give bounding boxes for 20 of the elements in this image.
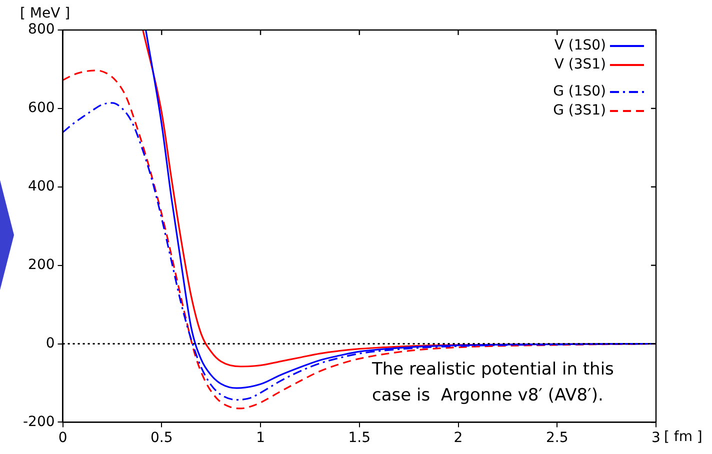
legend-label: V (1S0) [554, 38, 606, 54]
legend-label: G (3S1) [553, 102, 606, 119]
y-tick-label: 0 [46, 335, 55, 352]
x-tick-label: 0.5 [150, 430, 173, 446]
y-tick-label: 600 [28, 100, 55, 116]
y-axis-title: [ MeV ] [20, 6, 70, 22]
x-tick-label: 0 [58, 430, 68, 446]
x-tick-label: 2.5 [546, 430, 568, 446]
legend-label: V (3S1) [554, 56, 606, 73]
y-tick-label: 400 [28, 178, 55, 195]
y-tick-label: -200 [22, 414, 55, 430]
x-tick-label: 2 [454, 430, 463, 446]
annotation: The realistic potential in this case is Argonne v8′ (AV8′). [371, 360, 614, 406]
legend-label: G (1S0) [553, 84, 606, 100]
x-tick-label: 1.5 [348, 430, 371, 446]
x-tick-label: 3 [652, 430, 660, 446]
y-tick-label: 800 [28, 22, 55, 38]
x-tick-label: 1 [256, 430, 265, 446]
x-axis-title: [ fm ] [664, 428, 702, 445]
y-tick-label: 200 [28, 256, 55, 273]
